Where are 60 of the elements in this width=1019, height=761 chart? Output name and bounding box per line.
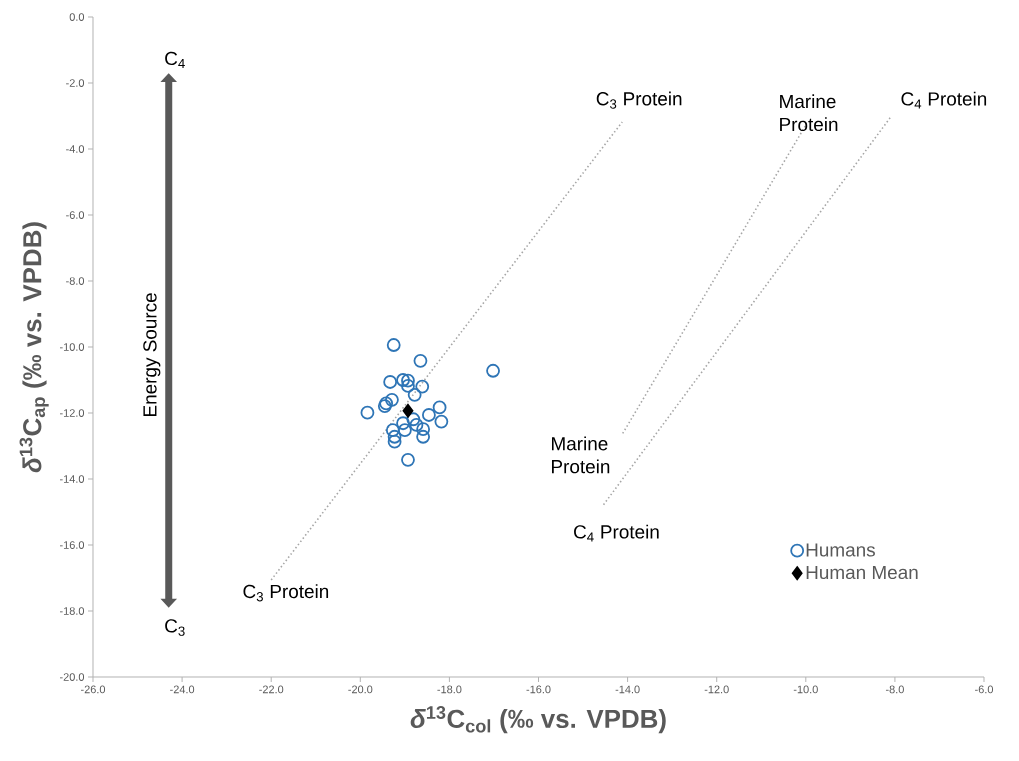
point [486, 363, 500, 378]
x-tick-label: -6.0 [975, 685, 994, 694]
point [409, 417, 424, 432]
point [434, 414, 449, 429]
point [407, 387, 422, 402]
y-tick-label: -2.0 [66, 79, 85, 87]
x-tick-label: -22.0 [259, 685, 284, 694]
point [413, 353, 428, 368]
x-tick-label: -12.0 [704, 685, 729, 694]
x-axis-title: δ$^{13}$C$_{col}$ (‰ vs. VPDB) [410, 706, 666, 734]
annotation: C$_{3}$ Protein [596, 91, 682, 109]
x-tick-label: -10.0 [793, 685, 818, 694]
x-tick-label: -26.0 [81, 685, 106, 694]
annotation: Marine Protein [780, 94, 838, 132]
y-tick-label: -12.0 [59, 409, 85, 417]
point [406, 412, 421, 427]
x-tick-label: -20.0 [348, 685, 373, 694]
point [416, 429, 431, 444]
annotation: Energy Source [143, 293, 161, 416]
x-tick-label: -18.0 [437, 685, 462, 694]
annotation: C$_{3}$ [165, 619, 185, 636]
legend-label: Human Mean [806, 565, 918, 580]
y-tick-label: -18.0 [59, 607, 85, 615]
y-tick-label: -20.0 [59, 673, 85, 681]
point [396, 373, 410, 387]
point [416, 422, 431, 437]
x-tick-label: -16.0 [526, 685, 551, 694]
x-tick-label: -14.0 [615, 685, 640, 694]
y-tick-label: -4.0 [66, 145, 85, 153]
point [401, 373, 415, 388]
y-tick-label: -10.0 [59, 343, 85, 351]
annotation: Marine Protein [552, 436, 610, 474]
legend-label: Humans [806, 543, 875, 557]
point [360, 405, 375, 420]
y-tick-label: 0.0 [69, 13, 85, 21]
y-tick-label: -8.0 [66, 277, 85, 285]
point [386, 338, 401, 352]
annotation: C$_{4}$ Protein [901, 91, 987, 109]
y-tick-label: -16.0 [59, 541, 85, 549]
point [415, 379, 430, 394]
point [387, 434, 402, 449]
annotation: C$_{3}$ Protein [243, 584, 329, 602]
point [401, 379, 415, 393]
annotation: C$_{4}$ [165, 51, 185, 69]
point [383, 375, 398, 389]
point [402, 403, 414, 418]
point [397, 423, 412, 438]
point [422, 408, 436, 422]
annotation: C$_{4}$ Protein [574, 524, 659, 542]
x-tick-label: -24.0 [170, 685, 195, 694]
point [385, 392, 399, 407]
y-tick-label: -6.0 [66, 211, 85, 219]
point [385, 423, 400, 438]
y-axis-title: δ$^{13}$C$_{ap}$ (‰ vs. VPDB) [19, 222, 49, 473]
x-tick-label: -8.0 [885, 685, 904, 694]
y-tick-label: -14.0 [59, 475, 85, 483]
point [387, 429, 402, 444]
point [401, 452, 415, 467]
point [432, 400, 447, 415]
point [396, 416, 410, 431]
